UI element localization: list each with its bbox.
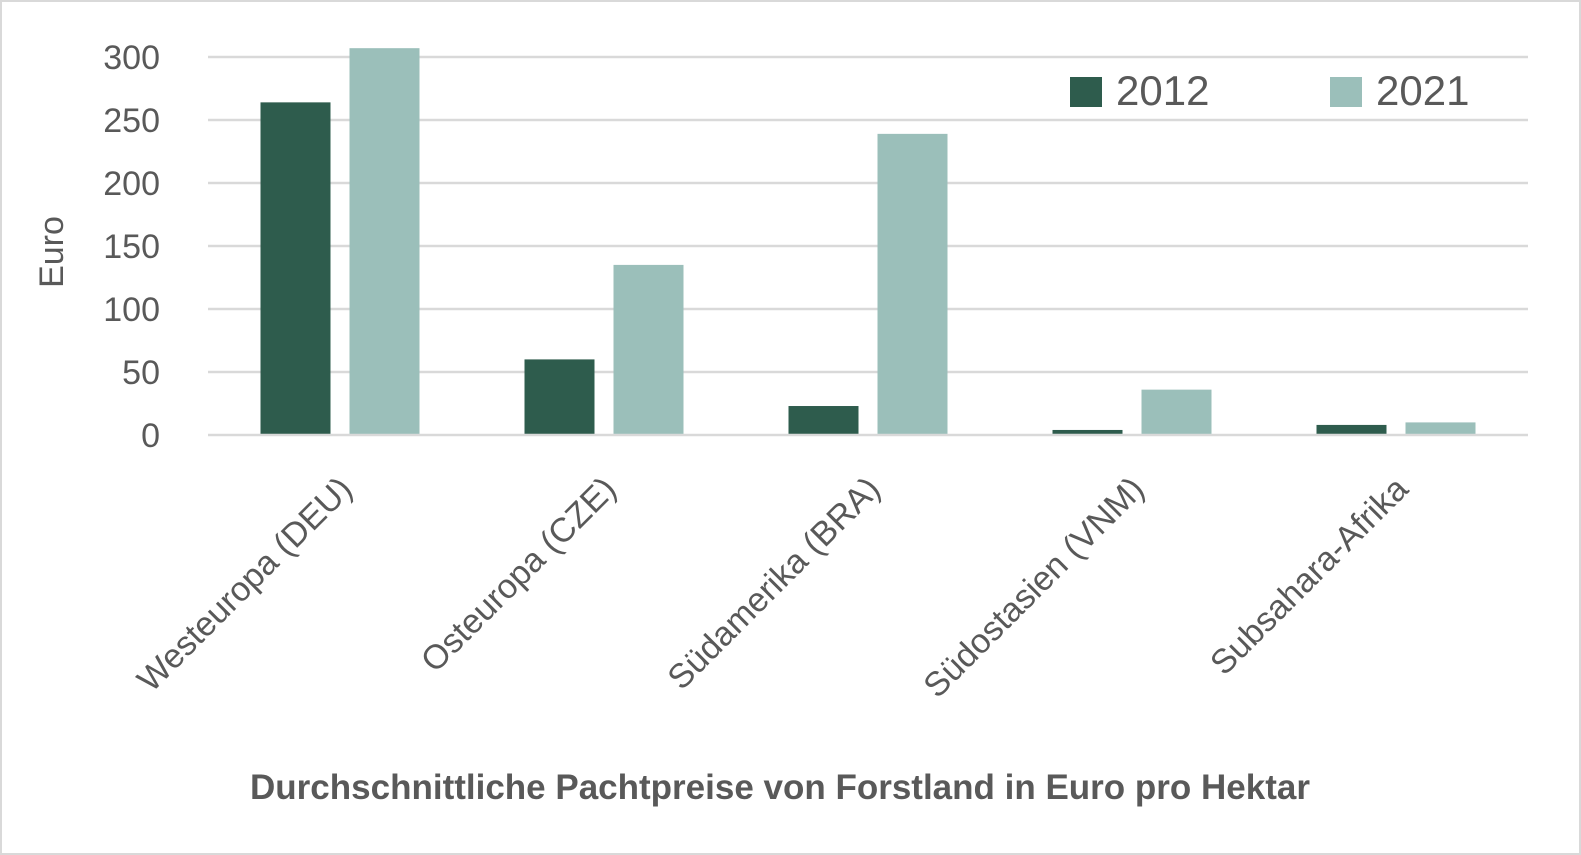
category-labels: Westeuropa (DEU) Osteuropa (CZE) Südamerik… — [130, 470, 1416, 705]
y-tick-label: 0 — [141, 417, 160, 455]
y-tick-label: 50 — [122, 354, 160, 392]
y-tick-label: 100 — [103, 291, 160, 329]
bar-2012-0 — [260, 102, 331, 436]
y-tick-label: 300 — [103, 39, 160, 77]
gridlines — [208, 55, 1528, 374]
legend: 2012 2021 — [1070, 67, 1469, 114]
bar-2021-0 — [349, 48, 420, 436]
y-tick-labels: 0 50 100 150 200 250 300 — [103, 39, 160, 455]
bars — [260, 48, 1476, 436]
category-label: Subsahara-Afrika — [1203, 470, 1416, 683]
y-tick-label: 200 — [103, 165, 160, 203]
category-label: Osteuropa (CZE) — [414, 470, 624, 680]
legend-swatch-2012 — [1070, 77, 1102, 107]
bar-2021-3 — [1141, 389, 1212, 435]
category-label: Südostasien (VNM) — [916, 470, 1151, 705]
category-label: Südamerika (BRA) — [660, 470, 887, 697]
bar-2012-2 — [788, 406, 859, 435]
bar-2012-4 — [1316, 424, 1387, 435]
bar-2021-4 — [1405, 422, 1476, 435]
bar-2012-3 — [1052, 429, 1123, 435]
legend-label: 2012 — [1116, 67, 1209, 114]
y-tick-label: 250 — [103, 102, 160, 140]
legend-swatch-2021 — [1330, 77, 1362, 107]
bar-2021-1 — [613, 264, 684, 435]
legend-label: 2021 — [1376, 67, 1469, 114]
bar-2012-1 — [524, 359, 595, 435]
category-label: Westeuropa (DEU) — [130, 470, 360, 700]
bar-2021-2 — [877, 133, 948, 436]
y-tick-label: 150 — [103, 228, 160, 266]
chart-caption: Durchschnittliche Pachtpreise von Forstl… — [250, 768, 1310, 807]
y-axis-label: Euro — [33, 216, 71, 288]
